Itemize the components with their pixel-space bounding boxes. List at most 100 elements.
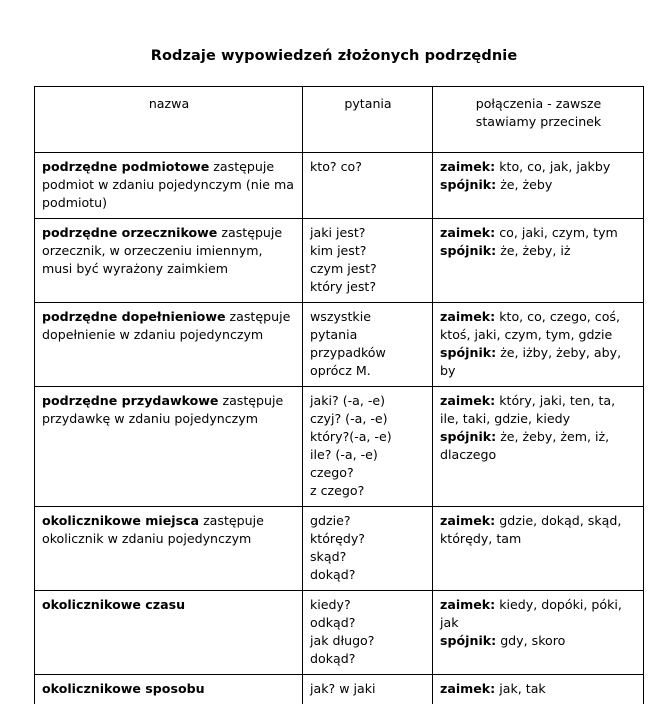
question-line: oprócz M. [310,363,371,378]
question-line: z czego? [310,483,365,498]
connection-label: spójnik: [440,345,497,360]
connection-group: spójnik: że, żeby [440,176,637,194]
page-title: Rodzaje wypowiedzeń złożonych podrzędnie [150,48,518,64]
question-line: który jest? [310,279,377,294]
column-header-polaczenia-line2: stawiamy przecinek [475,114,602,129]
table-row: podrzędne orzecznikowe zastępuje orzeczn… [34,218,644,303]
column-header-polaczenia: połączenia - zawsze stawiamy przecinek [432,86,644,153]
cell-questions: jak? w jaki [302,674,433,704]
question-line: czym jest? [310,261,377,276]
question-line: dokąd? [310,567,356,582]
connection-words: który, jaki, ten, ta, ile, taki, gdzie, … [440,393,616,426]
cell-clause-name: podrzędne orzecznikowe zastępuje orzeczn… [34,218,303,303]
table-row: podrzędne przydawkowe zastępuje przydawk… [34,386,644,507]
question-line: wszystkie [310,309,371,324]
clause-name-term: podrzędne podmiotowe [42,159,210,174]
column-header-nazwa-label: nazwa [148,96,190,111]
connection-words: że, żeby, iż [496,243,571,258]
connection-label: spójnik: [440,177,497,192]
connection-label: zaimek: [440,513,496,528]
clause-name-term: okolicznikowe czasu [42,597,186,612]
column-header-pytania: pytania [302,86,433,153]
cell-connections: zaimek: kto, co, czego, coś, ktoś, jaki,… [432,302,644,387]
connection-label: spójnik: [440,243,497,258]
question-line: czego? [310,465,354,480]
question-line: którędy? [310,531,365,546]
cell-clause-name: podrzędne przydawkowe zastępuje przydawk… [34,386,303,507]
table-row: okolicznikowe miejsca zastępuje okoliczn… [34,506,644,591]
connection-group: spójnik: że, żeby, iż [440,242,637,260]
connection-words: co, jaki, czym, tym [495,225,618,240]
connection-group: zaimek: kto, co, jak, jakby [440,158,637,176]
connection-words: jak, tak [495,681,546,696]
table-header: nazwa pytania połączenia - zawsze stawia… [34,86,644,153]
question-line: czyj? (-a, -e) [310,411,388,426]
connection-label: zaimek: [440,159,496,174]
connection-label: spójnik: [440,633,497,648]
connection-group: zaimek: który, jaki, ten, ta, ile, taki,… [440,392,637,428]
clause-name-term: podrzędne dopełnieniowe [42,309,226,324]
column-header-polaczenia-line1: połączenia - zawsze [475,96,602,111]
question-line: ile? (-a, -e) [310,447,378,462]
connection-group: zaimek: co, jaki, czym, tym [440,224,637,242]
question-line: kiedy? [310,597,351,612]
table-row: podrzędne podmiotowe zastępuje podmiot w… [34,152,644,219]
question-line: kim jest? [310,243,367,258]
connection-group: zaimek: jak, tak [440,680,637,698]
connection-words: gdy, skoro [496,633,566,648]
cell-questions: gdzie? którędy? skąd? dokąd? [302,506,433,591]
cell-connections: zaimek: co, jaki, czym, tym spójnik: że, … [432,218,644,303]
connection-label: zaimek: [440,225,496,240]
cell-clause-name: okolicznikowe sposobu [34,674,303,704]
clause-name-term: podrzędne przydawkowe [42,393,219,408]
cell-connections: zaimek: który, jaki, ten, ta, ile, taki,… [432,386,644,507]
question-line: odkąd? [310,615,356,630]
cell-clause-name: podrzędne dopełnieniowe zastępuje dopełn… [34,302,303,387]
question-line: jaki jest? [310,225,366,240]
clause-name-description: zastępuje okolicznik w zdaniu pojedynczy… [42,513,264,546]
question-line: jak długo? [310,633,375,648]
table-header-row: nazwa pytania połączenia - zawsze stawia… [34,86,644,153]
cell-clause-name: podrzędne podmiotowe zastępuje podmiot w… [34,152,303,219]
clause-name-description: zastępuje dopełnienie w zdaniu pojedyncz… [42,309,291,342]
table-body: podrzędne podmiotowe zastępuje podmiot w… [34,152,644,704]
question-line: który?(-a, -e) [310,429,392,444]
connection-words: że, żeby [496,177,553,192]
connection-group: spójnik: że, żeby, żem, iż, dlaczego [440,428,637,464]
cell-questions: jaki? (-a, -e) czyj? (-a, -e) który?(-a, -… [302,386,433,507]
question-line: jaki? (-a, -e) [310,393,386,408]
table-row: podrzędne dopełnieniowe zastępuje dopełn… [34,302,644,387]
question-line: skąd? [310,549,347,564]
cell-questions: wszystkie pytania przypadków oprócz M. [302,302,433,387]
connection-group: zaimek: gdzie, dokąd, skąd, którędy, tam [440,512,637,548]
cell-questions: kto? co? [302,152,433,219]
cell-connections: zaimek: gdzie, dokąd, skąd, którędy, tam [432,506,644,591]
clause-name-term: okolicznikowe miejsca [42,513,200,528]
subordinate-clauses-table: nazwa pytania połączenia - zawsze stawia… [34,86,644,704]
clause-name-description: zastępuje przydawkę w zdaniu pojedynczym [42,393,284,426]
connection-words: gdzie, dokąd, skąd, którędy, tam [440,513,622,546]
connection-label: zaimek: [440,681,496,696]
clause-name-description: zastępuje orzecznik, w orzeczeniu imienn… [42,225,283,276]
connection-group: zaimek: kiedy, dopóki, póki, jak [440,596,637,632]
connection-words: że, iżby, żeby, aby, by [440,345,622,378]
connection-group: zaimek: kto, co, czego, coś, ktoś, jaki,… [440,308,637,344]
cell-connections: zaimek: kiedy, dopóki, póki, jak spójnik:… [432,590,644,675]
connection-words: kto, co, czego, coś, ktoś, jaki, czym, t… [440,309,620,342]
connection-label: zaimek: [440,393,496,408]
question-line: gdzie? [310,513,351,528]
cell-connections: zaimek: jak, tak [432,674,644,704]
connection-label: zaimek: [440,597,496,612]
connection-label: spójnik: [440,429,497,444]
question-line: kto? co? [310,159,362,174]
cell-clause-name: okolicznikowe miejsca zastępuje okoliczn… [34,506,303,591]
connection-group: spójnik: gdy, skoro [440,632,637,650]
table-row: okolicznikowe czasu kiedy? odkąd? jak długo… [34,590,644,675]
question-line: pytania [310,327,358,342]
connection-words: kto, co, jak, jakby [495,159,611,174]
connection-group: spójnik: że, iżby, żeby, aby, by [440,344,637,380]
question-line: dokąd? [310,651,356,666]
table-row: okolicznikowe sposobu jak? w jaki zaimek: … [34,674,644,704]
cell-connections: zaimek: kto, co, jak, jakby spójnik: że, … [432,152,644,219]
